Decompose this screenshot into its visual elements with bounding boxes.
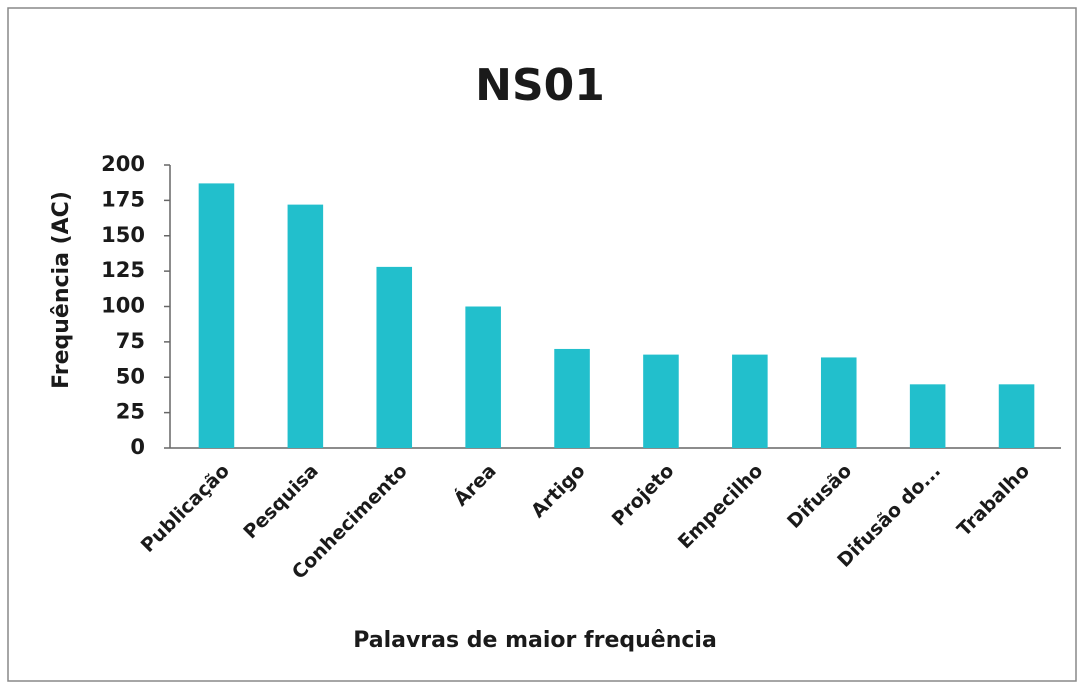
y-tick-label: 200	[101, 152, 145, 176]
bar	[732, 354, 768, 448]
bar	[198, 183, 235, 448]
y-tick-label: 150	[101, 223, 145, 247]
y-tick-label: 75	[116, 329, 145, 353]
bar	[376, 266, 413, 448]
y-tick-label: 125	[101, 258, 145, 282]
chart-title: NS01	[475, 60, 605, 111]
bar	[909, 384, 946, 448]
y-tick-label: 0	[130, 435, 145, 459]
bar	[465, 306, 501, 448]
bar	[554, 348, 590, 448]
chart-frame	[7, 7, 1077, 682]
y-axis-label: Frequência (AC)	[49, 191, 74, 389]
bar	[643, 354, 679, 448]
bar	[287, 204, 324, 448]
bar	[820, 357, 857, 448]
y-tick-label: 175	[101, 187, 145, 211]
bar	[998, 384, 1035, 448]
y-tick-label: 100	[101, 294, 145, 318]
y-tick-label: 25	[116, 400, 145, 424]
y-tick-label: 50	[116, 364, 145, 388]
x-axis-label: Palavras de maior frequência	[353, 628, 717, 653]
